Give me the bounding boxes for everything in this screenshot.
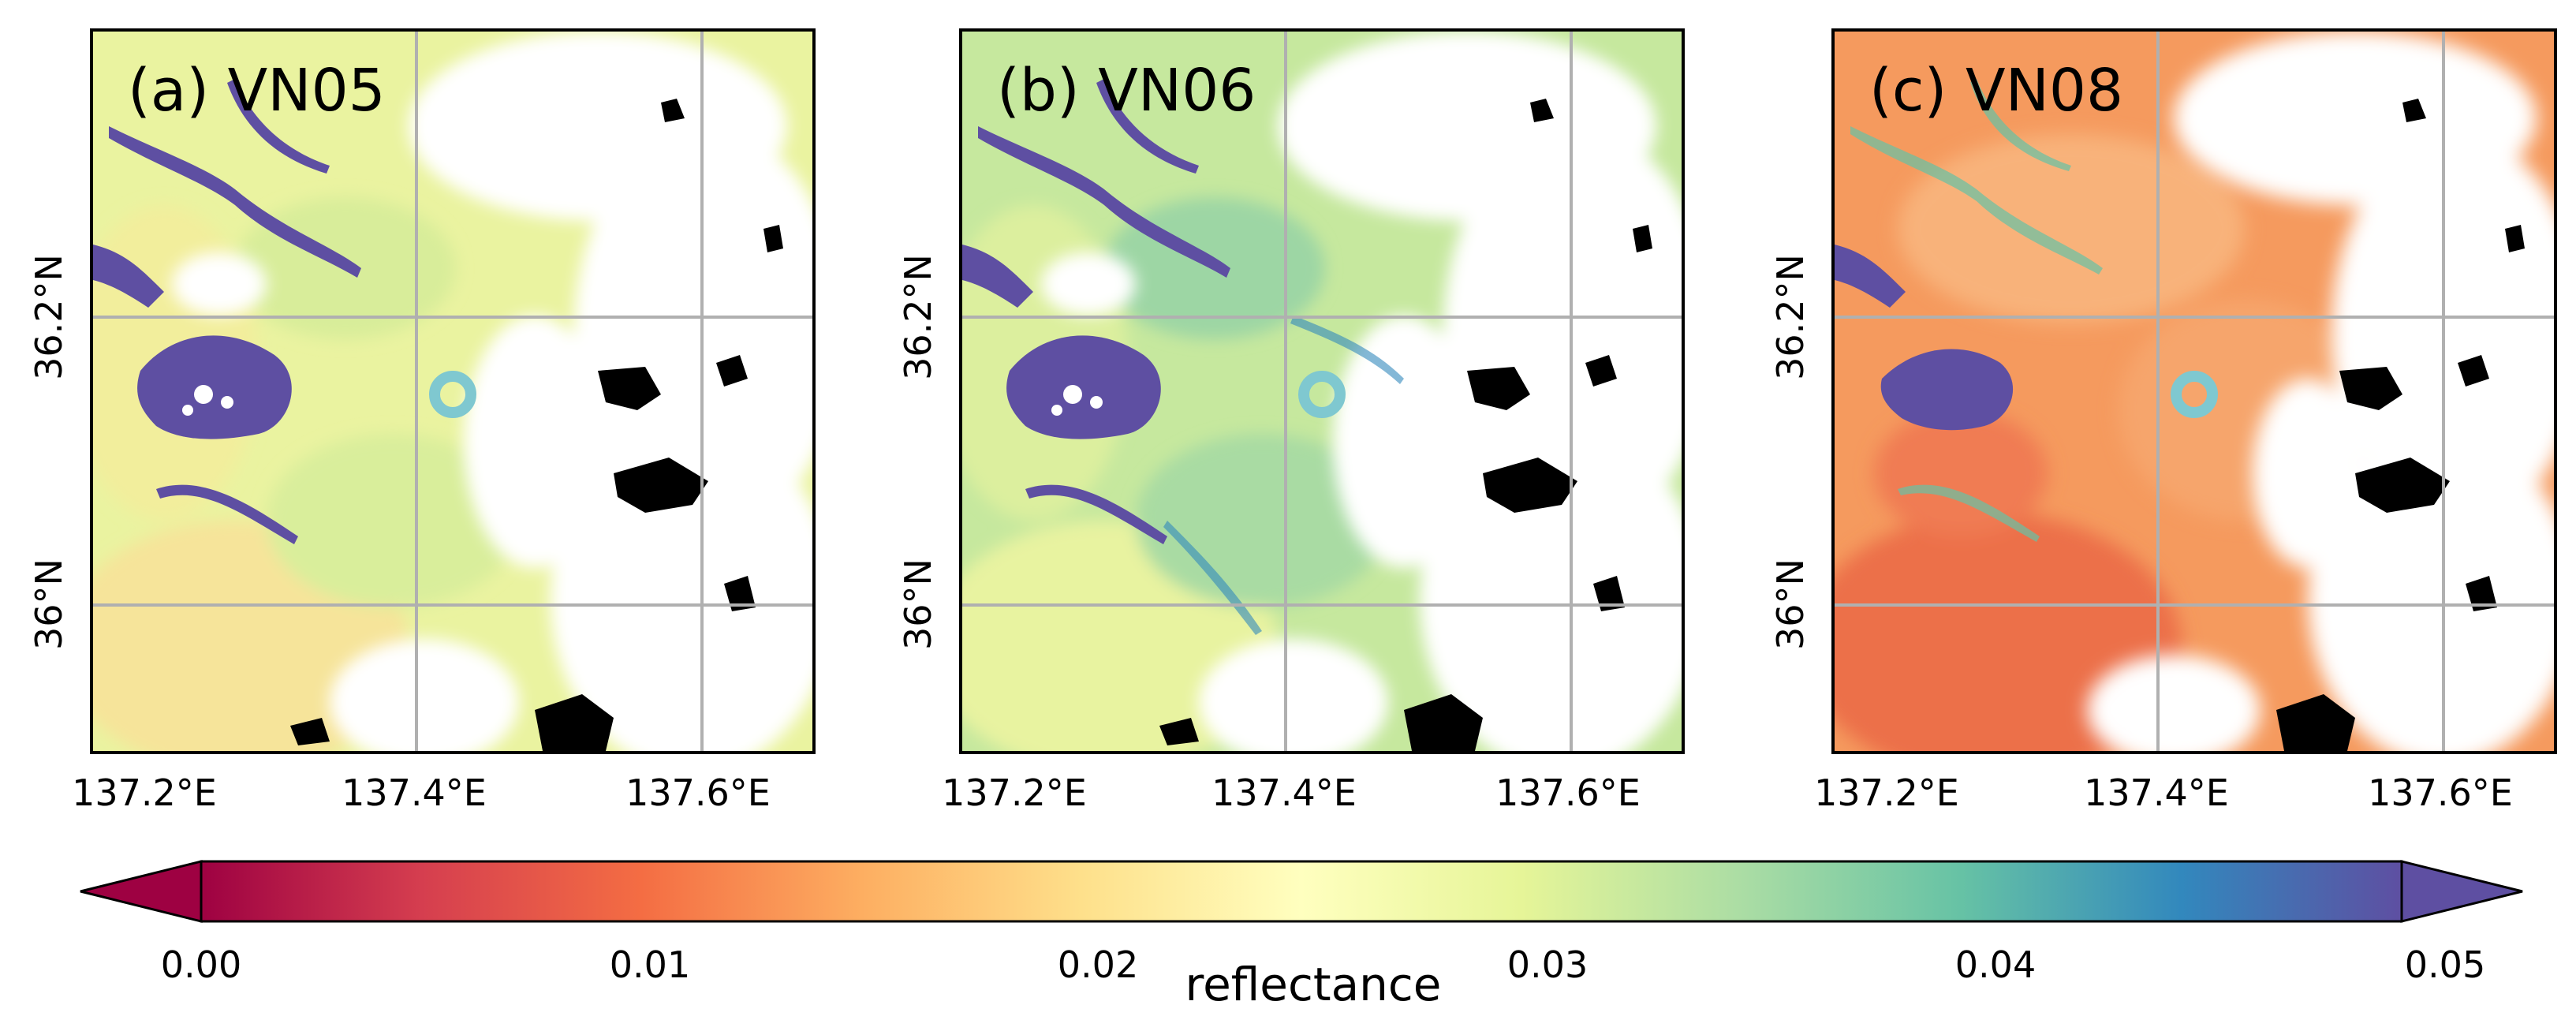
colorbar-tick: 0.03: [1506, 943, 1589, 986]
colorbar-tick: 0.00: [160, 943, 242, 986]
map-panel-a: (a) VN05: [90, 28, 816, 754]
map-panel-b: (b) VN06: [959, 28, 1685, 754]
colorbar-extend-max: [2400, 860, 2523, 923]
lat-label: 36.2°N: [1769, 254, 1812, 380]
lat-label: 36°N: [1769, 558, 1812, 650]
lon-label: 137.2°E: [72, 771, 217, 814]
lon-label: 137.6°E: [2368, 771, 2513, 814]
map-panel-c: (c) VN08: [1831, 28, 2557, 754]
lon-label: 137.2°E: [1814, 771, 1959, 814]
panel-title: (a) VN05: [128, 57, 386, 125]
panel-title: (b) VN06: [997, 57, 1256, 125]
lon-label: 137.6°E: [1495, 771, 1641, 814]
colorbar-tick: 0.04: [1954, 943, 2037, 986]
colorbar-tick: 0.05: [2404, 943, 2486, 986]
reflectance-map-a: [93, 32, 812, 751]
colorbar-tick: 0.02: [1057, 943, 1139, 986]
lon-label: 137.4°E: [1211, 771, 1357, 814]
colorbar-tick: 0.01: [609, 943, 691, 986]
lat-label: 36.2°N: [28, 254, 70, 380]
panel-title: (c) VN08: [1869, 57, 2124, 125]
lon-label: 137.2°E: [942, 771, 1087, 814]
reflectance-map-b: [962, 32, 1682, 751]
reflectance-map-c: [1835, 32, 2554, 751]
lat-label: 36.2°N: [897, 254, 939, 380]
colorbar-gradient: [200, 860, 2403, 923]
lat-label: 36°N: [28, 558, 70, 650]
lat-label: 36°N: [897, 558, 939, 650]
colorbar-extend-min: [80, 860, 203, 923]
lon-label: 137.4°E: [2084, 771, 2229, 814]
lon-label: 137.6°E: [625, 771, 771, 814]
lon-label: 137.4°E: [342, 771, 487, 814]
colorbar: [80, 860, 2523, 923]
colorbar-label: reflectance: [1185, 958, 1442, 1011]
